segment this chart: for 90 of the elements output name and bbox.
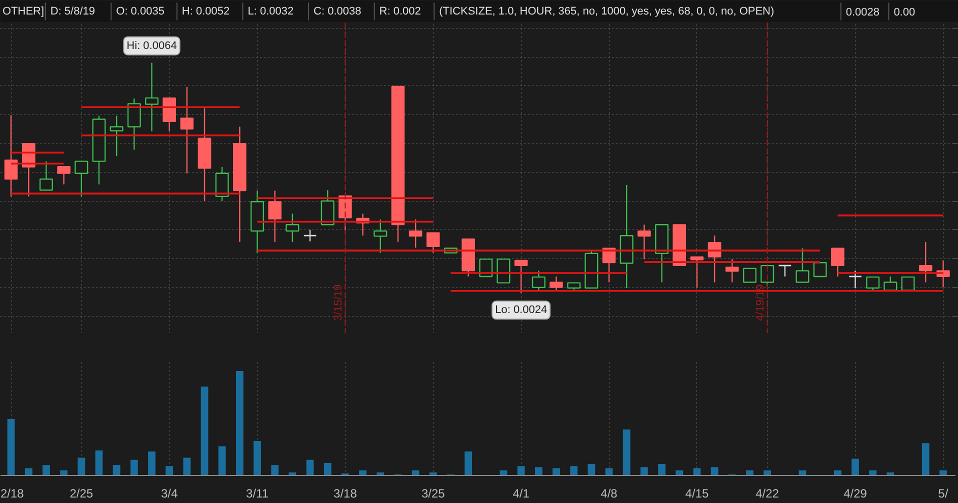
x-tick-label: 5/ [938, 486, 949, 500]
candlestick [532, 270, 546, 291]
candlestick [638, 224, 651, 260]
bar [112, 465, 120, 476]
candlestick [813, 262, 827, 278]
text: R: 0.002 [379, 6, 421, 18]
bar [570, 466, 578, 476]
bar [658, 464, 666, 476]
candlestick [514, 260, 528, 294]
candlestick [127, 98, 141, 150]
x-tick-label: 2/25 [70, 486, 94, 500]
x-tick-label: 3/18 [334, 486, 358, 500]
bar [148, 451, 156, 476]
bar [852, 458, 859, 476]
text: (TICKSIZE, 1.0, HOUR, 365, no, 1000, yes, yes, 68, 0, 0, no, OPEN) [439, 6, 774, 18]
candlestick [180, 86, 194, 174]
bar [236, 370, 244, 476]
candlestick [215, 166, 229, 202]
bar [218, 446, 226, 476]
candlestick [110, 115, 124, 157]
bar [588, 464, 596, 476]
candlestick [74, 160, 88, 198]
bar [254, 441, 261, 476]
candlestick [286, 213, 300, 243]
bar [42, 465, 50, 476]
text: O: 0.0035 [116, 6, 164, 18]
candlestick [374, 218, 388, 254]
text: C: 0.0038 [314, 6, 362, 18]
bar [324, 462, 332, 476]
candlestick [690, 256, 704, 289]
x-tick-label: 3/11 [246, 486, 269, 500]
bar [166, 466, 174, 476]
text: L: 0.0032 [248, 6, 294, 18]
candlestick [901, 276, 915, 291]
candlestick [268, 190, 282, 243]
candlestick [57, 166, 70, 185]
text: D: 5/8/19 [50, 6, 95, 18]
bar [24, 468, 32, 476]
bar [95, 450, 103, 476]
bar [552, 468, 560, 476]
candlestick [550, 276, 563, 291]
annotation: Lo: 0.0024 [495, 304, 548, 316]
candlestick [796, 248, 810, 283]
bar [640, 467, 648, 476]
x-tick-label: 4/29 [844, 486, 868, 500]
candlestick [4, 114, 18, 198]
bar [922, 443, 930, 476]
ref-line-label: 3/15/19 [332, 284, 344, 322]
bar [130, 460, 138, 476]
bar [605, 468, 613, 476]
ref-line-label: 4/19/19 [754, 284, 766, 322]
x-tick-label: 3/4 [161, 486, 178, 500]
candlestick [408, 218, 422, 248]
text: 0.00 [894, 6, 916, 18]
text: 0.0028 [846, 6, 880, 18]
candlestick [162, 97, 176, 132]
bar [78, 458, 86, 476]
candlestick [426, 232, 440, 254]
x-tick-label: 4/1 [512, 486, 530, 500]
bar [200, 386, 208, 476]
candlestick [778, 264, 792, 278]
x-tick-label: 4/15 [685, 486, 709, 500]
candlestick [303, 229, 317, 242]
bar [517, 466, 525, 476]
bar [710, 467, 718, 476]
x-tick-label: 3/25 [421, 486, 446, 500]
text: OTHER] [2, 6, 44, 18]
x-tick-label: 4/8 [600, 486, 618, 500]
candlestick [848, 270, 862, 289]
bar [7, 419, 15, 476]
bar [464, 451, 472, 476]
text: H: 0.0052 [182, 6, 230, 18]
candlestick [144, 62, 159, 132]
candlestick [742, 268, 756, 283]
candlestick [39, 160, 53, 191]
bar [183, 458, 191, 476]
candlestick [884, 276, 898, 291]
candlestick [725, 258, 739, 283]
bar [622, 430, 630, 476]
bar [534, 467, 542, 476]
candlestick [320, 189, 334, 226]
x-tick-label: 2/18 [0, 486, 24, 500]
candlestick [831, 248, 844, 278]
candlestick [866, 276, 880, 291]
x-tick-label: 4/22 [756, 486, 780, 500]
bar [693, 468, 701, 476]
annotation: Hi: 0.0064 [126, 40, 177, 52]
bar [306, 460, 314, 476]
candlestick [918, 241, 932, 283]
bar [271, 465, 279, 476]
